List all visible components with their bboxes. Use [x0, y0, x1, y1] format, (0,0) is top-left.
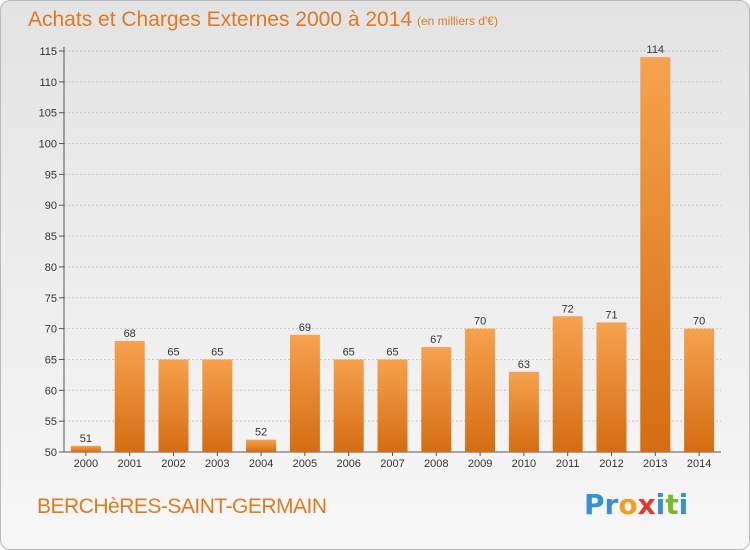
y-tick-label: 60 — [45, 385, 57, 397]
x-tick-label: 2010 — [512, 458, 536, 470]
logo-letter: i — [678, 488, 689, 521]
bar-value-label: 63 — [518, 359, 530, 371]
x-tick-label: 2005 — [293, 458, 317, 470]
bar — [552, 316, 583, 452]
bar-value-label: 70 — [474, 316, 486, 328]
bar-value-label: 67 — [430, 334, 442, 346]
logo-letter: P — [584, 488, 605, 521]
bar-value-label: 71 — [605, 309, 617, 321]
y-tick-label: 85 — [45, 231, 57, 243]
bar — [508, 371, 539, 452]
bar-value-label: 69 — [299, 322, 311, 334]
x-tick-label: 2002 — [161, 458, 185, 470]
bar-value-label: 65 — [343, 346, 355, 358]
x-tick-label: 2001 — [117, 458, 141, 470]
x-tick-label: 2006 — [336, 458, 360, 470]
bar-value-label: 70 — [693, 316, 705, 328]
bar-value-label: 72 — [562, 303, 574, 315]
y-tick-label: 65 — [45, 354, 57, 366]
chart-title: Achats et Charges Externes 2000 à 2014 — [28, 8, 413, 31]
bar — [158, 359, 189, 452]
y-tick-label: 55 — [45, 416, 57, 428]
bar-value-label: 68 — [124, 328, 136, 340]
bar — [246, 439, 277, 452]
bar-value-label: 52 — [255, 427, 267, 439]
proxiti-logo: Proxiti — [584, 488, 688, 521]
bar — [202, 359, 233, 452]
x-tick-label: 2011 — [556, 458, 580, 470]
bar-value-label: 65 — [211, 346, 223, 358]
x-tick-label: 2013 — [643, 458, 667, 470]
bar — [684, 328, 715, 452]
bar — [114, 340, 145, 452]
bar-value-label: 51 — [80, 433, 92, 445]
x-tick-label: 2008 — [424, 458, 448, 470]
chart-subtitle: (en milliers d'€) — [417, 14, 498, 28]
y-tick-label: 90 — [45, 200, 57, 212]
y-tick-label: 50 — [45, 447, 57, 459]
y-tick-label: 110 — [39, 77, 57, 89]
y-tick-label: 80 — [45, 262, 57, 274]
bar-value-label: 65 — [167, 346, 179, 358]
town-name: BERCHèRES-SAINT-GERMAIN — [37, 495, 327, 518]
y-tick-label: 75 — [45, 293, 57, 305]
bar — [465, 328, 496, 452]
x-tick-label: 2007 — [380, 458, 404, 470]
bar-value-label: 114 — [647, 44, 665, 56]
bar — [421, 347, 452, 452]
y-tick-label: 70 — [45, 324, 57, 336]
x-tick-label: 2009 — [468, 458, 492, 470]
x-tick-label: 2014 — [687, 458, 711, 470]
bar — [596, 322, 627, 452]
y-tick-label: 115 — [39, 46, 57, 58]
y-tick-label: 95 — [45, 169, 57, 181]
x-tick-label: 2003 — [205, 458, 229, 470]
bar — [333, 359, 364, 452]
y-tick-label: 100 — [39, 139, 57, 151]
logo-letter: r — [604, 488, 619, 521]
y-tick-label: 105 — [39, 108, 57, 120]
logo-letter: o — [618, 488, 638, 521]
bar-value-label: 65 — [386, 346, 398, 358]
logo-letter: i — [655, 488, 666, 521]
bar — [70, 445, 101, 452]
bar — [289, 334, 320, 452]
x-tick-label: 2012 — [599, 458, 623, 470]
logo-letter: t — [665, 488, 679, 521]
bar — [640, 57, 671, 453]
logo-letter: x — [637, 488, 656, 521]
x-tick-label: 2004 — [249, 458, 273, 470]
bar — [377, 359, 408, 452]
x-tick-label: 2000 — [74, 458, 98, 470]
